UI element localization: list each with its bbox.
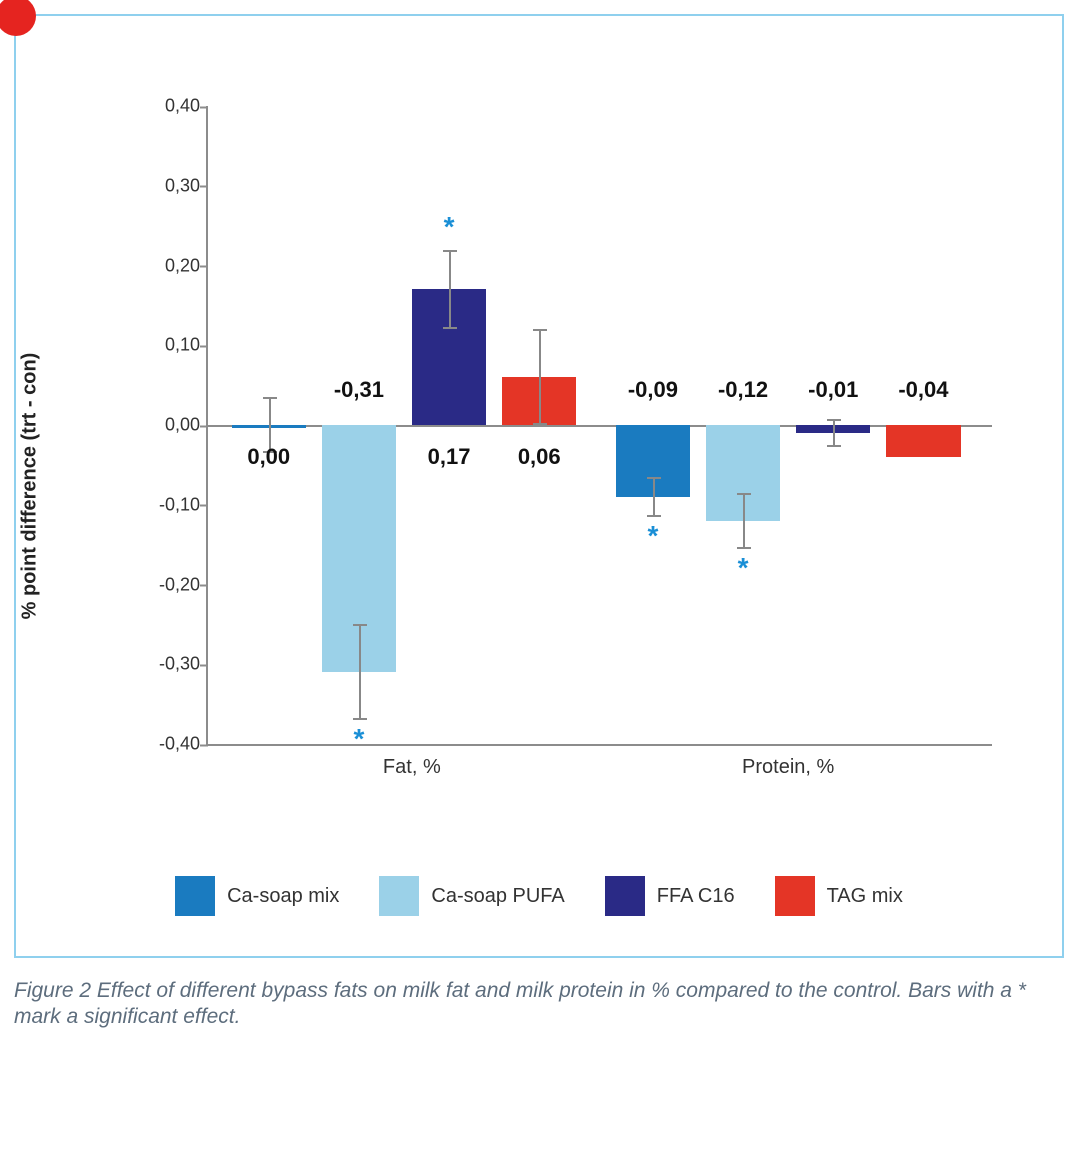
legend-label: Ca-soap PUFA [431,885,564,908]
figure-caption: Figure 2 Effect of different bypass fats… [14,978,1064,1031]
legend-swatch [379,876,419,916]
legend-label: TAG mix [827,885,903,908]
legend-swatch [605,876,645,916]
chart-area: 0,400,300,200,100,00-0,10-0,20-0,30-0,40… [66,106,1012,806]
y-tick: 0,40 [138,96,200,117]
y-tick: -0,20 [138,574,200,595]
legend-label: FFA C16 [657,885,735,908]
error-bar [449,250,451,330]
legend-item: FFA C16 [605,876,735,916]
y-tick-label: -0,10 [159,494,200,514]
significance-star: * [706,552,780,584]
y-tick-label: 0,30 [165,175,200,195]
legend-swatch [775,876,815,916]
y-tick: -0,40 [138,734,200,755]
y-tick-label: -0,30 [159,654,200,674]
chart-card: % point difference (trt - con) 0,400,300… [14,14,1064,958]
error-bar [539,329,541,425]
bar-value-label: 0,17 [412,444,486,470]
bar-value-label: -0,01 [796,377,870,403]
y-tick: 0,20 [138,255,200,276]
error-bar [833,419,835,448]
error-bar [743,493,745,549]
y-tick-label: 0,10 [165,335,200,355]
y-tick-label: 0,00 [165,415,200,435]
plot-area: 0,400,300,200,100,00-0,10-0,20-0,30-0,40… [206,106,992,746]
legend-item: TAG mix [775,876,903,916]
x-category-label: Fat, % [383,756,441,779]
y-axis-label: % point difference (trt - con) [19,236,42,736]
y-tick: 0,10 [138,335,200,356]
bar-value-label: -0,04 [886,377,960,403]
x-category-label: Protein, % [742,756,834,779]
significance-star: * [412,211,486,243]
accent-dot [0,0,36,36]
legend-item: Ca-soap PUFA [379,876,564,916]
bar-value-label: -0,09 [616,377,690,403]
significance-star: * [616,520,690,552]
y-tick-label: -0,20 [159,574,200,594]
significance-star: * [322,723,396,755]
y-tick-label: 0,20 [165,255,200,275]
error-bar [359,624,361,720]
legend-swatch [175,876,215,916]
error-bar [653,477,655,517]
legend: Ca-soap mix Ca-soap PUFA FFA C16 TAG mix [66,876,1012,916]
y-tick-label: -0,40 [159,734,200,754]
legend-label: Ca-soap mix [227,885,339,908]
legend-item: Ca-soap mix [175,876,339,916]
y-tick: -0,30 [138,654,200,675]
y-tick: 0,00 [138,415,200,436]
y-tick: -0,10 [138,494,200,515]
bar-value-label: 0,06 [502,444,576,470]
y-tick-label: 0,40 [165,96,200,116]
y-tick: 0,30 [138,175,200,196]
bar-value-label: -0,12 [706,377,780,403]
bar-value-label: 0,00 [232,444,306,470]
bar [886,425,960,457]
bar-value-label: -0,31 [322,377,396,403]
